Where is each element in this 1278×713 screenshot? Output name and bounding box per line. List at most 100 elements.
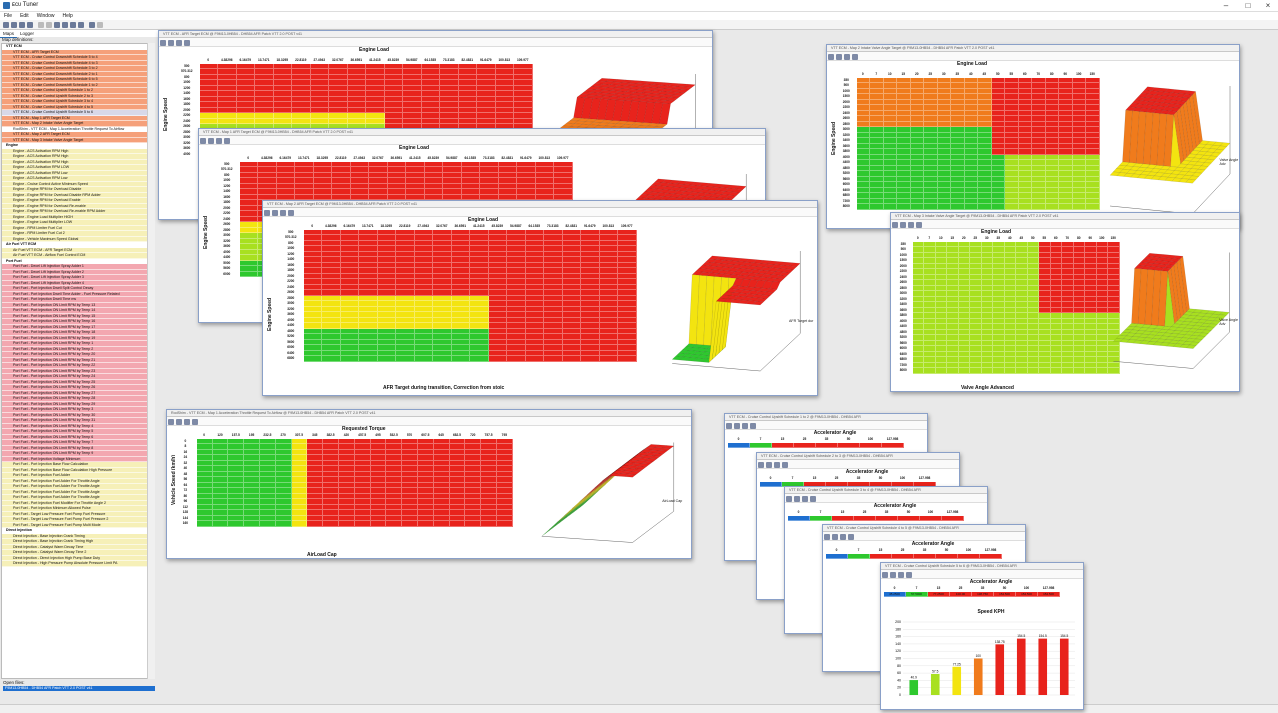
table-cell[interactable] [870, 110, 884, 116]
table-cell[interactable] [196, 455, 213, 461]
table-cell[interactable] [1039, 313, 1051, 319]
tree-item[interactable]: Port Fuel - Port Injection ON Limit RPM … [2, 330, 154, 336]
table-cell[interactable] [883, 116, 897, 122]
table-cell[interactable] [1050, 285, 1062, 291]
paste-icon[interactable] [852, 53, 858, 60]
table-cell[interactable] [414, 290, 433, 296]
table-cell[interactable] [978, 138, 992, 144]
table-cell[interactable] [1004, 368, 1016, 374]
table-cell[interactable] [495, 85, 514, 91]
table-cell[interactable] [1073, 346, 1085, 352]
table-cell[interactable] [1018, 83, 1032, 89]
table-cell[interactable] [1005, 77, 1019, 83]
table-cell[interactable] [910, 110, 924, 116]
table-cell[interactable] [338, 477, 355, 483]
table-cell[interactable] [303, 229, 322, 235]
copy-icon[interactable] [844, 53, 850, 60]
table-cell[interactable] [451, 251, 470, 257]
table-cell[interactable] [970, 247, 982, 253]
table-cell[interactable] [465, 499, 482, 505]
table-cell[interactable] [870, 83, 884, 89]
table-cell[interactable] [924, 171, 938, 177]
tree-item[interactable]: Port Fuel - Target Low Pressure Fuel Pum… [2, 522, 154, 528]
table-cell[interactable] [384, 107, 403, 113]
table-cell[interactable] [993, 269, 1005, 275]
table-cell[interactable] [212, 504, 229, 510]
tree-item[interactable]: Port Fuel - Port Injection ON Limit RPM … [2, 401, 154, 407]
table-cell[interactable] [239, 161, 258, 167]
table-cell[interactable] [377, 251, 396, 257]
table-cell[interactable] [433, 279, 452, 285]
table-cell[interactable] [1039, 252, 1051, 258]
table-cell[interactable] [1018, 127, 1032, 133]
table-cell[interactable] [433, 482, 450, 488]
table-cell[interactable] [470, 301, 489, 307]
table-cell[interactable] [303, 290, 322, 296]
table-cell[interactable] [470, 345, 489, 351]
table-cell[interactable] [970, 296, 982, 302]
table-cell[interactable] [396, 235, 415, 241]
table-cell[interactable] [1059, 121, 1073, 127]
table-cell[interactable] [978, 88, 992, 94]
table-cell[interactable] [1018, 149, 1032, 155]
table-cell[interactable] [958, 313, 970, 319]
table-cell[interactable] [414, 317, 433, 323]
table-cell[interactable] [384, 80, 403, 86]
table-cell[interactable] [993, 362, 1005, 368]
table-cell[interactable] [978, 160, 992, 166]
table-cell[interactable] [451, 356, 470, 362]
table-cell[interactable] [1108, 362, 1120, 368]
table-cell[interactable] [377, 290, 396, 296]
table-cell[interactable] [981, 368, 993, 374]
table-cell[interactable] [218, 102, 237, 108]
table-cell[interactable] [912, 307, 924, 313]
edit-icon[interactable] [726, 422, 732, 429]
table-cell[interactable] [924, 329, 936, 335]
table-cell[interactable] [239, 222, 258, 228]
table-cell[interactable] [981, 346, 993, 352]
table-cell[interactable] [258, 194, 277, 200]
table-cell[interactable] [897, 132, 911, 138]
table-cell[interactable] [458, 96, 477, 102]
table-cell[interactable] [897, 121, 911, 127]
tree-item[interactable]: Air Fuel VTT ECM - AFR Target ECM [2, 247, 154, 253]
table-cell[interactable] [291, 444, 308, 450]
info-icon[interactable] [890, 571, 896, 578]
table-cell[interactable] [554, 172, 573, 178]
table-cell[interactable] [338, 521, 355, 527]
table-cell[interactable] [856, 77, 870, 83]
table-cell[interactable] [1072, 176, 1086, 182]
tree-category[interactable]: Air Fuel VTT ECM [2, 242, 154, 248]
table-cell[interactable] [1086, 88, 1100, 94]
table-cell[interactable] [255, 85, 274, 91]
table-cell[interactable] [322, 262, 341, 268]
table-cell[interactable] [599, 240, 618, 246]
table-cell[interactable] [488, 262, 507, 268]
table-cell[interactable] [496, 471, 513, 477]
table-cell[interactable] [991, 138, 1005, 144]
table-cell[interactable] [236, 85, 255, 91]
tree-item[interactable]: Port Fuel - Port Injection ON Limit RPM … [2, 335, 154, 341]
settings-icon[interactable] [89, 22, 95, 28]
table-cell[interactable] [1018, 182, 1032, 188]
table-cell[interactable] [359, 306, 378, 312]
copy-icon[interactable] [176, 39, 182, 46]
table-cell[interactable] [1108, 329, 1120, 335]
table-cell[interactable] [417, 510, 434, 516]
table-cell[interactable] [507, 328, 526, 334]
table-cell[interactable] [259, 455, 276, 461]
table-cell[interactable] [1085, 335, 1097, 341]
table-cell[interactable] [481, 471, 497, 477]
table-cell[interactable] [525, 235, 544, 241]
table-cell[interactable] [599, 328, 618, 334]
map-window[interactable]: VTT ECM - Cruise Control Upshift Schedul… [880, 562, 1084, 710]
table-cell[interactable] [1059, 171, 1073, 177]
table-cell[interactable] [507, 251, 526, 257]
table-cell[interactable] [951, 99, 965, 105]
table-cell[interactable] [935, 285, 947, 291]
table-cell[interactable] [402, 504, 418, 510]
tree-item[interactable]: VTT ECM - Map 2 AFR Target ECM [2, 132, 154, 138]
table-cell[interactable] [978, 176, 992, 182]
table-cell[interactable] [1004, 285, 1016, 291]
table-cell[interactable] [332, 194, 351, 200]
